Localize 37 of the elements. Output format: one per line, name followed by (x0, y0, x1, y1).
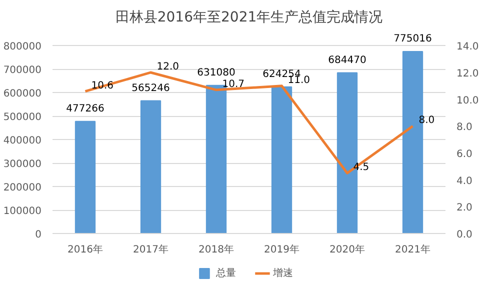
legend-label: 增速 (272, 267, 294, 279)
bar (74, 120, 96, 234)
legend-label: 总量 (214, 267, 236, 279)
x-tick-label: 2021年 (395, 244, 430, 256)
bar (271, 86, 292, 234)
y-tick-label: 200000 (3, 182, 42, 194)
y2-tick-label: 4.0 (456, 176, 472, 187)
data-label: 477266 (66, 103, 104, 114)
bar (140, 100, 162, 234)
y2-tick-label: 6.0 (456, 148, 472, 160)
y2-tick-label: 12.0 (456, 68, 479, 80)
data-label: 631080 (197, 67, 236, 78)
y2-tick-label: 10.0 (456, 95, 479, 106)
x-tick-label: 2019年 (264, 244, 300, 256)
y2-tick-label: 8.0 (456, 122, 472, 134)
x-tick-label: 2016年 (68, 244, 103, 256)
x-tick-label: 2017年 (133, 244, 168, 256)
data-label: 10.7 (222, 78, 245, 90)
y-tick-label: 400000 (3, 136, 42, 147)
x-tick-label: 2018年 (198, 244, 234, 256)
y-tick-label: 0 (35, 230, 42, 240)
y2-tick-label: 2.0 (456, 202, 472, 214)
y-tick-label: 600000 (3, 88, 42, 100)
y2-tick-label: 14.0 (456, 42, 479, 53)
data-label: 775016 (394, 34, 432, 45)
y-tick-label: 700000 (3, 65, 42, 76)
chart-title: 田林县2016年至2021年生产总值完成情况 (115, 10, 383, 26)
y-tick-label: 100000 (3, 206, 42, 218)
data-label: 12.0 (156, 61, 180, 72)
y-tick-label: 800000 (3, 42, 42, 53)
data-label: 565246 (132, 82, 170, 94)
y-tick-label: 500000 (3, 112, 42, 124)
y2-tick-label: 0.0 (456, 230, 472, 240)
data-label: 684470 (328, 54, 366, 66)
x-tick-label: 2020年 (330, 244, 365, 256)
y-tick-label: 300000 (3, 159, 42, 170)
data-label: 11.0 (288, 74, 310, 86)
